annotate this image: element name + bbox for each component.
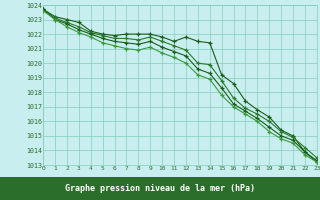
Text: Graphe pression niveau de la mer (hPa): Graphe pression niveau de la mer (hPa) [65,184,255,193]
